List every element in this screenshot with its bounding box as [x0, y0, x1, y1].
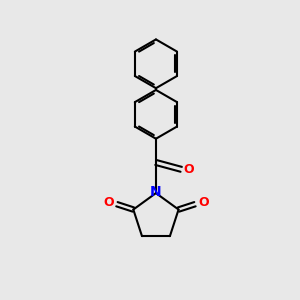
Text: N: N: [150, 185, 162, 199]
Text: O: O: [183, 163, 194, 176]
Text: O: O: [198, 196, 208, 209]
Text: O: O: [103, 196, 114, 209]
